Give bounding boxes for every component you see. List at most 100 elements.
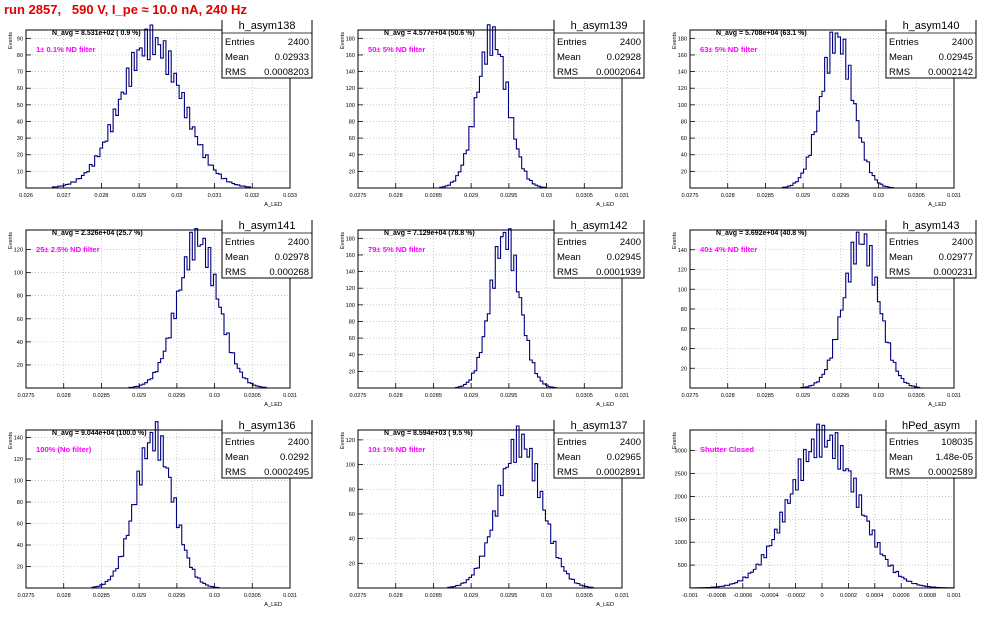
x-tick-label: 0.029 — [132, 193, 146, 199]
histogram-bar — [872, 285, 875, 388]
x-axis-title: A_LED — [928, 202, 946, 208]
histogram-bar — [103, 142, 106, 188]
histogram-bar — [822, 91, 825, 188]
y-tick-label: 160 — [346, 53, 355, 59]
histogram-name: hPed_asym — [902, 420, 960, 432]
x-tick-label: 0.0305 — [244, 393, 261, 399]
histogram-bar — [116, 115, 119, 188]
stats-label: Entries — [889, 437, 919, 448]
stats-label: RMS — [889, 467, 910, 478]
y-tick-label: 120 — [346, 286, 355, 292]
y-tick-label: 180 — [678, 36, 687, 42]
x-tick-label: 0.028 — [721, 393, 735, 399]
x-tick-label: 0.03 — [209, 393, 220, 399]
run-title: run 2857, 590 V, I_pe ≈ 10.0 nA, 240 Hz — [4, 2, 247, 17]
x-tick-label: 0.0275 — [349, 393, 366, 399]
x-tick-label: 0.031 — [947, 393, 961, 399]
y-tick-label: 100 — [678, 287, 687, 293]
histogram-bar — [880, 554, 883, 588]
histogram-bar — [216, 299, 219, 388]
histogram-bar — [184, 118, 187, 188]
histogram-bar — [176, 528, 179, 588]
histogram-name: h_asym138 — [239, 20, 296, 32]
y-tick-label: 140 — [346, 270, 355, 276]
histogram-bar — [206, 267, 209, 388]
histogram-bar — [851, 100, 854, 188]
histogram-bar — [487, 314, 490, 388]
n-avg-header: N_avg = 9.044e+04 (100.0 %) — [52, 430, 147, 437]
y-tick-label: 80 — [349, 487, 355, 493]
y-tick-label: 20 — [349, 169, 355, 175]
x-tick-label: 0.032 — [245, 193, 259, 199]
x-tick-label: -0.0008 — [707, 593, 726, 599]
y-tick-label: 40 — [349, 153, 355, 159]
histogram-bar — [121, 92, 124, 188]
stats-label: Mean — [557, 52, 581, 63]
filter-annotation: 79± 5% ND filter — [368, 245, 425, 254]
histogram-bar — [187, 270, 190, 388]
x-tick-label: 0.0275 — [17, 593, 34, 599]
y-axis-title: Events — [672, 432, 678, 449]
histogram-bar — [105, 141, 108, 188]
x-tick-label: 0.0275 — [681, 193, 698, 199]
x-tick-label: 0.0006 — [893, 593, 910, 599]
stats-value: 2400 — [620, 37, 641, 48]
histogram-bar — [221, 179, 224, 188]
y-tick-label: 80 — [681, 307, 687, 313]
stats-value: 1.48e-05 — [935, 452, 973, 463]
n-avg-header: N_avg = 8.594e+03 ( 9.5 %) — [384, 430, 473, 437]
histogram-bar — [92, 166, 95, 188]
x-tick-label: 0.0002 — [840, 593, 857, 599]
histogram-bar — [87, 172, 90, 188]
stats-label: Mean — [557, 252, 581, 263]
x-tick-label: 0.0295 — [168, 593, 185, 599]
histogram-bar — [843, 471, 846, 588]
histogram-bar — [198, 145, 201, 188]
y-tick-label: 20 — [681, 169, 687, 175]
y-tick-label: 100 — [14, 479, 23, 485]
histogram-bars — [456, 229, 556, 388]
histogram-bar — [74, 182, 77, 188]
y-axis-title: Events — [340, 232, 346, 249]
y-tick-label: 80 — [17, 53, 23, 59]
stats-value: 2400 — [620, 437, 641, 448]
n-avg-header: N_avg = 4.577e+04 (50.6 %) — [384, 30, 475, 37]
histogram-bar — [870, 535, 873, 588]
x-tick-label: 0.0295 — [500, 593, 517, 599]
x-axis-title: A_LED — [264, 602, 282, 608]
y-tick-label: 50 — [17, 103, 23, 109]
stats-value: 0.0292 — [280, 452, 309, 463]
x-tick-label: 0.028 — [389, 393, 403, 399]
filter-annotation: Shutter Closed — [700, 445, 754, 454]
histogram-bars — [782, 32, 893, 188]
histogram-bar — [885, 342, 888, 388]
stats-label: Entries — [889, 237, 919, 248]
x-tick-label: 0.0285 — [757, 193, 774, 199]
filter-annotation: 25± 2.5% ND filter — [36, 245, 100, 254]
stats-label: Entries — [225, 37, 255, 48]
y-axis-title: Events — [8, 232, 14, 249]
y-tick-label: 120 — [678, 86, 687, 92]
y-tick-label: 1500 — [675, 517, 687, 523]
x-tick-label: 0.0305 — [576, 193, 593, 199]
histogram-bar — [543, 510, 546, 588]
histogram-bar — [814, 132, 817, 188]
stats-label: Mean — [889, 452, 913, 463]
histogram-bar — [224, 335, 227, 388]
histogram-bar — [906, 581, 909, 588]
histogram-bar — [242, 378, 245, 388]
histogram-bar — [788, 503, 791, 588]
x-tick-label: 0.028 — [57, 593, 71, 599]
histogram-bar — [140, 48, 143, 188]
filter-annotation: 100% (No filter) — [36, 445, 92, 454]
histogram-bar — [530, 360, 533, 388]
stats-value: 0.0002142 — [928, 67, 973, 78]
histogram-bar — [208, 165, 211, 188]
x-tick-label: 0.0295 — [500, 193, 517, 199]
y-tick-label: 90 — [17, 36, 23, 42]
